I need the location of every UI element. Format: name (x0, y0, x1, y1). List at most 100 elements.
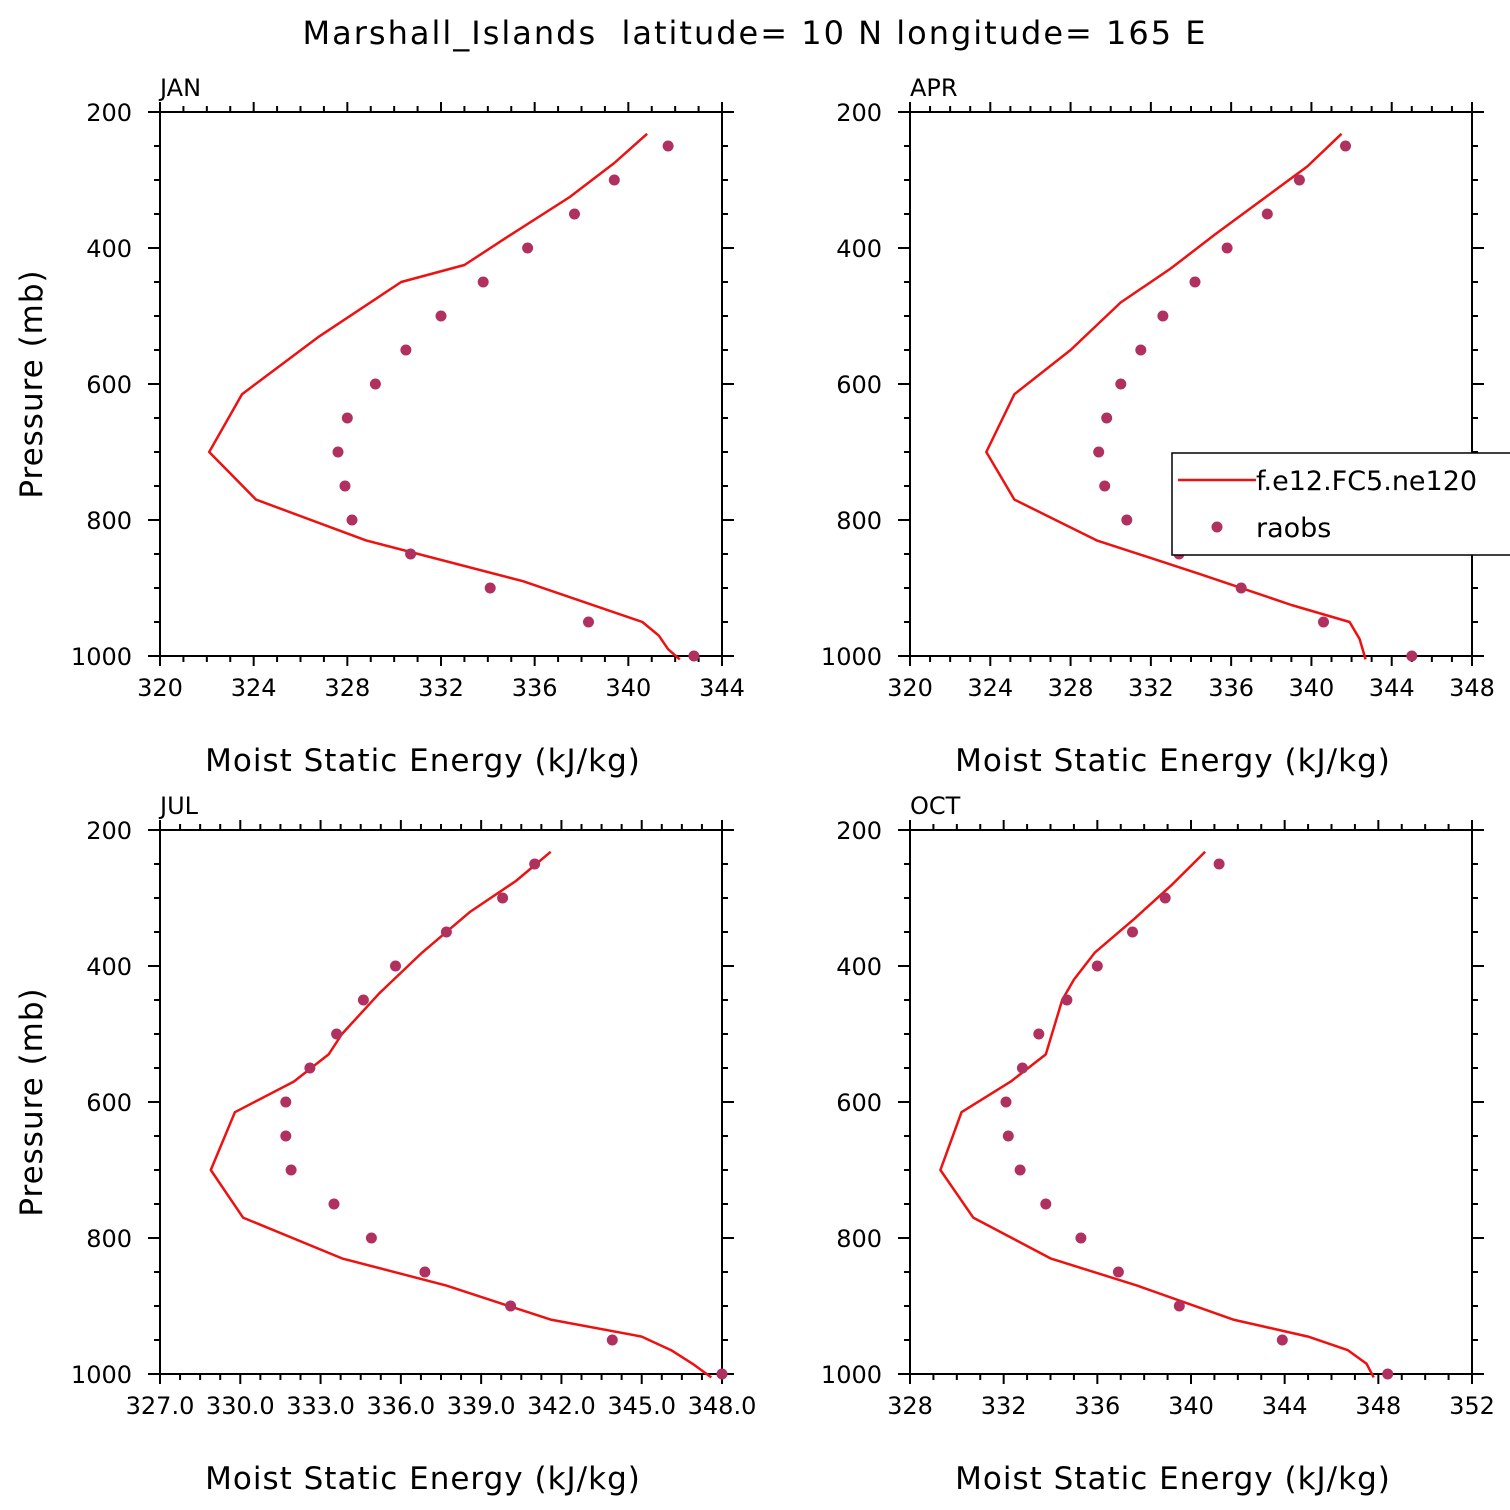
y-tick-label: 200 (86, 99, 132, 127)
x-axis-label: Moist Static Energy (kJ/kg) (955, 743, 1391, 779)
obs-point (390, 960, 401, 972)
x-tick-label: 330.0 (206, 1392, 275, 1420)
obs-point (522, 242, 534, 254)
y-tick-label: 1000 (71, 643, 132, 671)
plot-frame (159, 829, 723, 1375)
plot-frame (159, 111, 723, 657)
obs-point (1040, 1198, 1052, 1210)
y-axis-label: Pressure (mb) (14, 269, 50, 498)
obs-point (1189, 276, 1201, 288)
x-tick-label: 344 (1369, 674, 1415, 702)
obs-point (1016, 1062, 1028, 1074)
plot-frame (909, 111, 1473, 657)
panel-label: OCT (910, 792, 961, 820)
obs-point (1293, 174, 1305, 186)
obs-point (341, 412, 353, 424)
legend: f.e12.FC5.ne120 raobs (1171, 452, 1510, 556)
plot-frame (909, 829, 1473, 1375)
obs-point (1093, 446, 1105, 458)
x-tick-label: 328 (1048, 674, 1094, 702)
obs-point (328, 1198, 340, 1210)
obs-point (688, 650, 700, 662)
panel-apr: APR 320 324 328 332 336 340 344 348 200 400 600 800 1… (821, 74, 1495, 779)
model-line-oct (939, 850, 1375, 1378)
x-tick-label: 332 (981, 1392, 1027, 1420)
x-tick-label: 336.0 (366, 1392, 435, 1420)
obs-point (1135, 344, 1147, 356)
obs-point (1382, 1368, 1394, 1380)
obs-point (1276, 1334, 1288, 1346)
obs-point (357, 994, 369, 1006)
x-tick-label: 336 (1074, 1392, 1120, 1420)
x-tick-label: 328 (887, 1392, 933, 1420)
obs-point (1213, 858, 1225, 870)
legend-obs-marker (1211, 521, 1223, 533)
x-tick-label: 336 (512, 674, 558, 702)
x-tick-label: 340 (1168, 1392, 1214, 1420)
obs-point (369, 378, 381, 390)
legend-obs-label: raobs (1256, 513, 1331, 544)
obs-point (1075, 1232, 1087, 1244)
obs-point (440, 926, 452, 938)
x-axis-label: Moist Static Energy (kJ/kg) (955, 1461, 1391, 1497)
panel-label: JAN (158, 74, 201, 102)
y-tick-label: 600 (86, 1089, 132, 1117)
obs-point (497, 892, 509, 904)
obs-point (1159, 892, 1171, 904)
obs-point (1000, 1096, 1012, 1108)
obs-point (280, 1130, 292, 1142)
x-tick-label: 328 (324, 674, 370, 702)
x-tick-label: 320 (887, 674, 933, 702)
x-tick-label: 340 (1289, 674, 1335, 702)
x-tick-label: 332 (1128, 674, 1174, 702)
obs-point (1127, 926, 1138, 938)
x-axis-label: Moist Static Energy (kJ/kg) (205, 1461, 641, 1497)
obs-point (1340, 140, 1351, 152)
y-tick-label: 400 (86, 953, 132, 981)
obs-point (1221, 242, 1233, 254)
obs-point (1002, 1130, 1014, 1142)
obs-point (400, 344, 412, 356)
y-tick-label: 400 (836, 953, 882, 981)
x-tick-label: 345.0 (607, 1392, 676, 1420)
obs-point (1101, 412, 1113, 424)
x-tick-label: 342.0 (527, 1392, 596, 1420)
obs-point (435, 310, 447, 322)
y-tick-label: 400 (836, 235, 882, 263)
x-tick-label: 324 (231, 674, 277, 702)
obs-point (1318, 616, 1329, 628)
x-tick-label: 340 (605, 674, 651, 702)
x-tick-label: 348 (1449, 674, 1495, 702)
obs-point (331, 1028, 343, 1040)
panel-label: APR (910, 74, 958, 102)
x-tick-label: 344 (1262, 1392, 1308, 1420)
obs-point (1099, 480, 1111, 492)
model-line-apr (985, 132, 1367, 660)
obs-point (1091, 960, 1103, 972)
y-tick-label: 800 (836, 1225, 882, 1253)
obs-point (484, 582, 496, 594)
figure-title: Marshall_Islands latitude= 10 N longitud… (303, 14, 1208, 52)
obs-point (280, 1096, 292, 1108)
legend-model-label: f.e12.FC5.ne120 (1256, 466, 1477, 497)
x-tick-label: 348 (1355, 1392, 1401, 1420)
obs-point (529, 858, 541, 870)
obs-point (1033, 1028, 1045, 1040)
panel-oct: OCT 328 332 336 340 344 348 352 200 400 600 800 1000… (821, 792, 1495, 1497)
x-tick-label: 344 (699, 674, 745, 702)
y-tick-label: 800 (86, 1225, 132, 1253)
x-tick-label: 327.0 (126, 1392, 195, 1420)
obs-point (1121, 514, 1133, 526)
model-line-jul (209, 850, 713, 1379)
legend-box (1171, 452, 1510, 556)
obs-point (606, 1334, 618, 1346)
x-tick-label: 336 (1208, 674, 1254, 702)
obs-point (1173, 1300, 1185, 1312)
y-tick-label: 1000 (821, 1361, 882, 1389)
x-tick-label: 332 (418, 674, 464, 702)
y-tick-label: 600 (836, 1089, 882, 1117)
panel-jul: JUL 327.0 330.0 333.0 336.0 339.0 342.0 345.0 34… (14, 792, 756, 1497)
obs-point (505, 1300, 517, 1312)
x-tick-label: 324 (967, 674, 1013, 702)
